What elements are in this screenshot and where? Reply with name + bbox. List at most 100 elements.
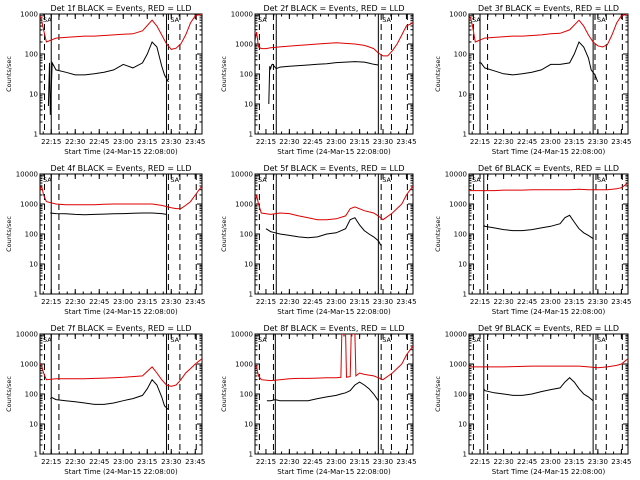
x-tick-label: 23:15 [564,138,584,146]
sat-label-left: SA [258,16,267,24]
x-tick-label: 23:15 [137,298,157,306]
y-axis-label: Counts/sec [434,216,442,252]
y-tick-label: 10 [29,261,38,269]
detector-panel-4: Det 4f BLACK = Events, RED = LLD Counts/s… [5,164,205,316]
chart-title: Det 5f BLACK = Events, RED = LLD [263,164,404,173]
y-tick-label: 1000 [235,41,253,49]
y-tick-label: 10000 [445,331,467,339]
detector-panel-6: Det 6f BLACK = Events, RED = LLD Counts/s… [434,164,631,316]
sat-label-right: SA [382,336,391,344]
events-series-line [268,61,379,105]
sat-label-right: SA [597,336,606,344]
y-tick-label: 1000 [20,201,38,209]
x-axis-label: Start Time (24-Mar-15 22:08:00) [277,308,391,316]
x-axis-label: Start Time (24-Mar-15 22:08:00) [64,308,178,316]
x-tick-label: 22:30 [65,458,85,466]
x-tick-label: 23:15 [564,298,584,306]
x-tick-label: 23:45 [185,138,205,146]
y-axis-label: Counts/sec [5,216,13,252]
x-tick-label: 23:45 [611,298,631,306]
plot-frame [468,173,629,295]
lld-series-line [255,334,413,382]
x-tick-label: 23:30 [588,298,608,306]
detector-panel-8: Det 8f BLACK = Events, RED = LLD Counts/s… [220,324,417,476]
chart-title: Det 2f BLACK = Events, RED = LLD [263,4,404,13]
y-tick-label: 1000 [20,361,38,369]
x-axis-label: Start Time (24-Mar-15 22:08:00) [492,468,606,476]
x-tick-label: 22:45 [89,458,109,466]
sat-label-right: SA [382,16,391,24]
lld-series-line [469,14,628,48]
x-tick-label: 23:45 [396,138,416,146]
chart-title: Det 8f BLACK = Events, RED = LLD [263,324,404,333]
detector-panel-7: Det 7f BLACK = Events, RED = LLD Counts/s… [5,324,205,476]
plot-frame [39,333,203,455]
events-series-line [479,41,599,83]
events-series-line [483,377,594,402]
y-tick-label: 10000 [231,171,253,179]
y-tick-label: 10000 [231,11,253,19]
sat-label-left: SA [472,176,481,184]
y-tick-label: 1 [249,451,253,459]
y-tick-label: 100 [25,391,38,399]
y-axis-label: Counts/sec [434,376,442,412]
y-tick-label: 100 [240,71,253,79]
x-tick-label: 23:30 [161,458,181,466]
x-tick-label: 23:00 [326,138,346,146]
y-axis-label: Counts/sec [220,376,228,412]
plot-frame [39,173,203,295]
x-tick-label: 22:45 [517,298,537,306]
y-tick-label: 1 [34,451,38,459]
detector-panel-2: Det 2f BLACK = Events, RED = LLD Counts/s… [220,4,417,156]
x-tick-label: 23:45 [611,458,631,466]
sat-label-right: SA [170,176,179,184]
events-series-line [483,214,594,240]
x-tick-label: 23:45 [396,458,416,466]
y-tick-label: 1000 [449,11,467,19]
x-tick-label: 23:00 [541,298,561,306]
y-tick-label: 10000 [445,171,467,179]
x-axis-label: Start Time (24-Mar-15 22:08:00) [64,148,178,156]
x-tick-label: 22:45 [517,138,537,146]
x-axis-label: Start Time (24-Mar-15 22:08:00) [277,468,391,476]
sat-label-left: SA [258,336,267,344]
x-tick-label: 22:30 [493,138,513,146]
x-tick-label: 23:45 [611,138,631,146]
x-tick-label: 23:00 [326,298,346,306]
x-tick-label: 22:45 [89,138,109,146]
y-tick-label: 1000 [20,11,38,19]
y-tick-label: 10 [29,91,38,99]
x-tick-label: 22:15 [256,138,276,146]
x-tick-label: 23:30 [588,138,608,146]
sat-label-left: SA [43,336,52,344]
x-tick-label: 23:00 [541,138,561,146]
detector-panel-9: Det 9f BLACK = Events, RED = LLD Counts/s… [434,324,631,476]
plot-frame [468,13,629,135]
y-axis-label: Counts/sec [434,56,442,92]
y-tick-label: 100 [25,231,38,239]
x-tick-label: 22:15 [41,138,61,146]
x-tick-label: 23:30 [161,138,181,146]
y-tick-label: 1 [34,131,38,139]
detector-panel-5: Det 5f BLACK = Events, RED = LLD Counts/s… [220,164,417,316]
y-tick-label: 10000 [231,331,253,339]
x-axis-label: Start Time (24-Mar-15 22:08:00) [492,148,606,156]
x-tick-label: 23:30 [588,458,608,466]
y-tick-label: 100 [454,51,467,59]
sat-label-left: SA [472,16,481,24]
sat-label-right: SA [597,16,606,24]
y-tick-label: 1000 [449,361,467,369]
sat-label-right: SA [170,16,179,24]
y-axis-label: Counts/sec [220,56,228,92]
events-series-line [50,378,169,411]
x-axis-label: Start Time (24-Mar-15 22:08:00) [277,148,391,156]
x-tick-label: 23:15 [137,138,157,146]
x-axis-label: Start Time (24-Mar-15 22:08:00) [492,308,606,316]
events-series-line [50,212,167,216]
sat-label-left: SA [258,176,267,184]
x-tick-label: 22:30 [493,298,513,306]
x-tick-label: 22:15 [470,458,490,466]
y-tick-label: 1000 [235,201,253,209]
y-tick-label: 1 [463,131,467,139]
x-tick-label: 22:45 [303,298,323,306]
